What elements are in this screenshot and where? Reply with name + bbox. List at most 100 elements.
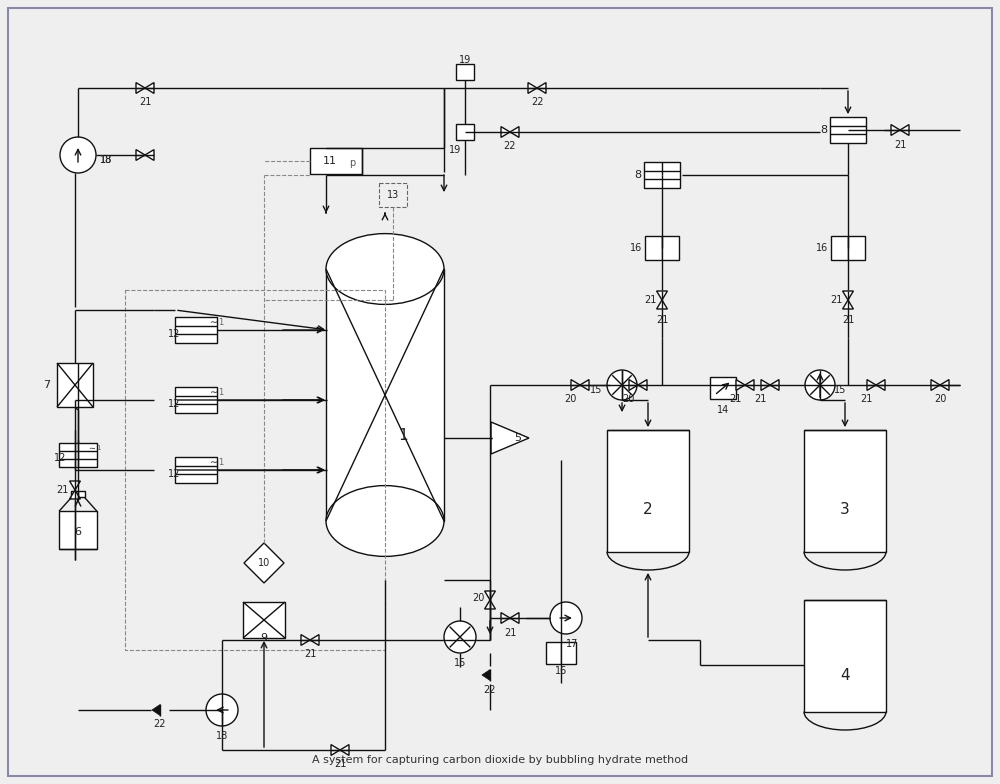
Text: 21: 21 [304,649,316,659]
Polygon shape [310,634,319,645]
Text: 21: 21 [504,628,516,638]
Ellipse shape [326,485,444,557]
Polygon shape [528,82,537,93]
Text: ∼: ∼ [210,387,218,397]
Bar [644,162,680,188]
Text: 21: 21 [56,485,68,495]
Text: 13: 13 [387,190,399,200]
Text: ∼: ∼ [210,317,218,327]
Polygon shape [761,379,770,390]
Text: 12: 12 [168,469,180,479]
Polygon shape [843,300,853,309]
Polygon shape [510,126,519,137]
Polygon shape [931,379,940,390]
Text: 1: 1 [218,318,224,326]
Text: 21: 21 [754,394,766,404]
Bar [831,236,848,260]
Polygon shape [537,82,546,93]
Polygon shape [244,543,284,583]
Polygon shape [900,125,909,136]
Text: 14: 14 [717,405,729,415]
Text: 20: 20 [472,593,484,603]
Bar [662,236,679,260]
Ellipse shape [326,234,444,304]
Polygon shape [745,379,754,390]
Circle shape [444,621,476,653]
Text: 20: 20 [934,394,946,404]
Text: 15: 15 [834,385,846,395]
Bar [607,430,689,552]
Text: ∼: ∼ [88,444,96,452]
Bar [848,236,865,260]
Bar [57,363,93,407]
Text: 18: 18 [100,155,112,165]
Text: 6: 6 [74,527,82,537]
Text: 10: 10 [258,558,270,568]
Text: 1: 1 [218,458,224,466]
Text: 21: 21 [334,759,346,769]
Bar [71,491,85,498]
Polygon shape [940,379,949,390]
Polygon shape [770,379,779,390]
Polygon shape [736,379,745,390]
Polygon shape [638,379,647,390]
Bar [561,642,576,664]
Polygon shape [891,125,900,136]
Bar [175,457,217,483]
Text: 1: 1 [218,387,224,397]
Polygon shape [843,291,853,300]
Text: 19: 19 [459,55,471,65]
Polygon shape [867,379,876,390]
Polygon shape [482,670,490,681]
Text: 18: 18 [100,155,112,165]
Polygon shape [340,745,349,756]
Polygon shape [301,634,310,645]
Bar [310,148,362,174]
Text: 18: 18 [216,731,228,741]
Text: 15: 15 [590,385,602,395]
Polygon shape [501,126,510,137]
Text: 21: 21 [729,394,741,404]
Bar [830,117,866,143]
Polygon shape [485,591,495,600]
Polygon shape [571,379,580,390]
Polygon shape [501,612,510,623]
Text: 21: 21 [830,295,842,305]
Circle shape [60,137,96,173]
Text: 16: 16 [630,243,642,253]
Text: 22: 22 [504,141,516,151]
Polygon shape [485,600,495,609]
Bar [379,183,407,207]
Text: 22: 22 [484,685,496,695]
Text: 8: 8 [820,125,828,135]
Circle shape [206,694,238,726]
Text: 1: 1 [398,427,408,442]
Text: 20: 20 [622,394,634,404]
Text: 22: 22 [154,719,166,729]
Circle shape [607,370,637,400]
Text: 22: 22 [531,97,543,107]
Bar [804,430,886,552]
Bar [546,642,561,664]
Text: 19: 19 [449,145,461,155]
Polygon shape [629,379,638,390]
Text: 3: 3 [840,503,850,517]
Text: 21: 21 [842,315,854,325]
Circle shape [550,602,582,634]
Polygon shape [657,291,667,300]
Text: 21: 21 [644,295,656,305]
Polygon shape [136,150,145,161]
Text: 5: 5 [514,433,522,443]
Bar [456,124,474,140]
Text: 16: 16 [555,666,567,676]
Bar [125,290,385,650]
Text: 21: 21 [894,140,906,150]
Polygon shape [70,481,80,490]
Text: A system for capturing carbon dioxide by bubbling hydrate method: A system for capturing carbon dioxide by… [312,755,688,765]
Text: 11: 11 [323,156,337,166]
Text: 15: 15 [454,658,466,668]
Text: 2: 2 [643,503,653,517]
Bar [175,387,217,413]
Text: 4: 4 [840,667,850,683]
Bar [645,236,662,260]
